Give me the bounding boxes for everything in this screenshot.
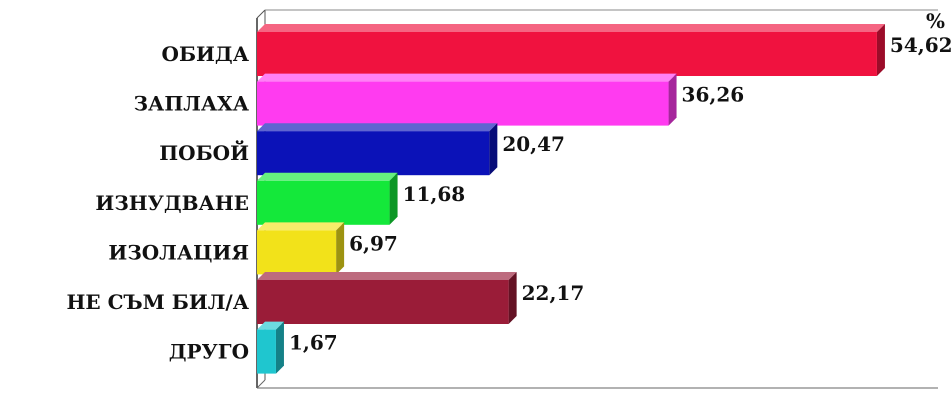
bar-top-face	[257, 222, 345, 231]
bar-front-face	[257, 32, 877, 76]
category-label: ПОБОЙ	[159, 139, 249, 165]
bar-front-face	[257, 230, 337, 275]
unit-label: %	[926, 9, 945, 33]
category-label: ОБИДА	[162, 42, 250, 66]
bar-top-face	[257, 321, 284, 330]
value-labels: 54,62 36,26 20,47 11,68 6,97 22,17 1,67	[289, 33, 952, 355]
value-label: 11,68	[403, 182, 466, 206]
value-label: 1,67	[289, 331, 338, 355]
bar	[257, 73, 677, 126]
bar	[257, 222, 345, 275]
bar-top-face	[257, 123, 498, 132]
bar-front-face	[257, 329, 276, 374]
bar-end-face	[336, 222, 345, 275]
category-label: ДРУГО	[169, 340, 249, 364]
bar-end-face	[876, 24, 885, 76]
axis-corner-bottom	[256, 379, 266, 389]
axis-corner-top	[256, 9, 266, 19]
bar-front-face	[257, 131, 490, 176]
category-label: ЗАПЛАХА	[134, 92, 250, 116]
category-label: ИЗНУДВАНЕ	[95, 191, 249, 215]
bar-end-face	[668, 73, 677, 126]
bar	[257, 123, 498, 176]
bar-end-face	[389, 172, 398, 225]
bar-top-face	[257, 172, 398, 181]
bar-end-face	[275, 321, 284, 374]
bar-end-face	[489, 123, 498, 176]
bar	[257, 172, 398, 225]
bars-group	[257, 24, 885, 374]
bar-top-face	[257, 24, 885, 32]
value-label: 6,97	[349, 231, 398, 255]
bar-end-face	[508, 272, 517, 324]
value-label: 20,47	[502, 132, 565, 156]
bar	[257, 321, 284, 374]
category-label: НЕ СЪМ БИЛ/А	[66, 290, 249, 314]
bar-top-face	[257, 73, 677, 82]
bar	[257, 272, 517, 324]
bar	[257, 24, 885, 76]
bar-top-face	[257, 272, 517, 280]
bar-front-face	[257, 180, 390, 225]
value-label: 36,26	[682, 83, 745, 107]
category-labels: ОБИДА ЗАПЛАХА ПОБОЙ ИЗНУДВАНЕ ИЗОЛАЦИЯ НЕ СЪМ…	[66, 42, 249, 364]
bar-front-face	[257, 81, 669, 126]
value-label: 22,17	[522, 281, 585, 305]
category-label: ИЗОЛАЦИЯ	[108, 240, 249, 264]
bar-front-face	[257, 280, 509, 324]
value-label: 54,62	[890, 33, 952, 57]
